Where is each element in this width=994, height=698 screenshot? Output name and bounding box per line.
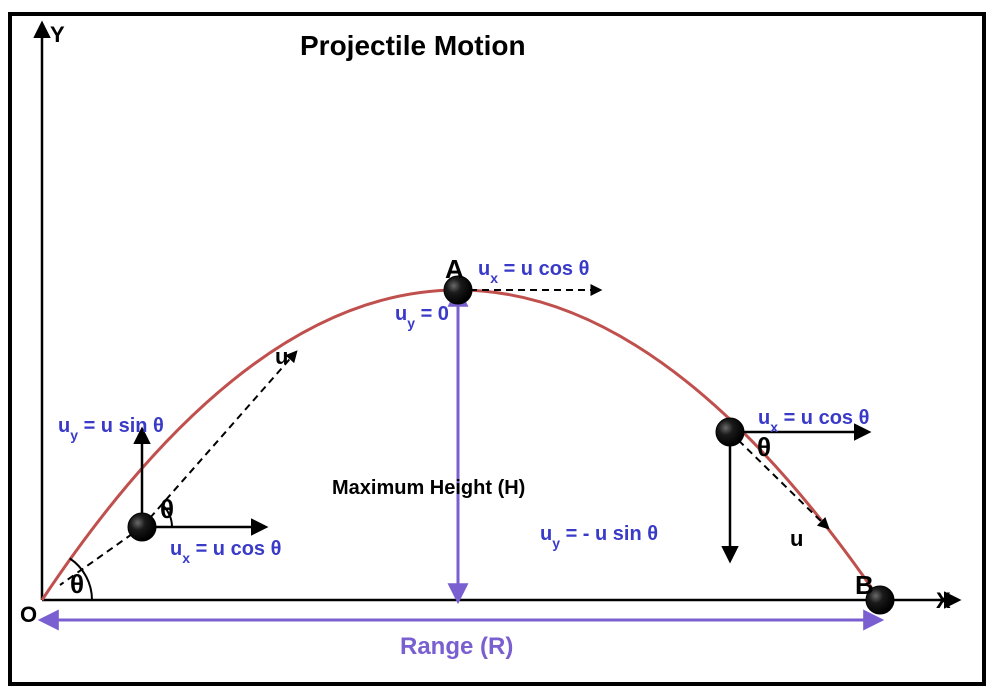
x-axis-label: X bbox=[936, 588, 951, 613]
velocity-u-right bbox=[730, 432, 828, 528]
label-theta-right: θ bbox=[757, 432, 771, 462]
label-uy-apex: uy = 0 bbox=[395, 303, 449, 331]
projectile-ball-left bbox=[128, 513, 156, 541]
label-theta-left: θ bbox=[160, 494, 174, 524]
label-uy-right: uy = - u sin θ bbox=[540, 523, 658, 551]
outer-border bbox=[10, 14, 984, 684]
label-point-a: A bbox=[445, 254, 464, 284]
projectile-ball-right bbox=[716, 418, 744, 446]
label-uy-left: uy = u sin θ bbox=[58, 415, 164, 443]
trajectory-curve bbox=[42, 290, 880, 600]
label-ux-left: ux = u cos θ bbox=[170, 538, 281, 566]
diagram-stage: Projectile Motion Y X O uy = u sin θ ux … bbox=[0, 0, 994, 698]
label-ux-apex: ux = u cos θ bbox=[478, 258, 589, 286]
diagram-svg: Projectile Motion Y X O uy = u sin θ ux … bbox=[0, 0, 994, 698]
origin-label: O bbox=[20, 602, 37, 627]
label-theta-origin: θ bbox=[70, 569, 84, 599]
label-range: Range (R) bbox=[400, 633, 513, 660]
diagram-title: Projectile Motion bbox=[300, 30, 526, 61]
label-u-right: u bbox=[790, 526, 803, 551]
label-u-left: u bbox=[275, 344, 288, 369]
label-max-height: Maximum Height (H) bbox=[332, 477, 525, 499]
label-point-b: B bbox=[855, 570, 874, 600]
y-axis-label: Y bbox=[50, 22, 65, 47]
